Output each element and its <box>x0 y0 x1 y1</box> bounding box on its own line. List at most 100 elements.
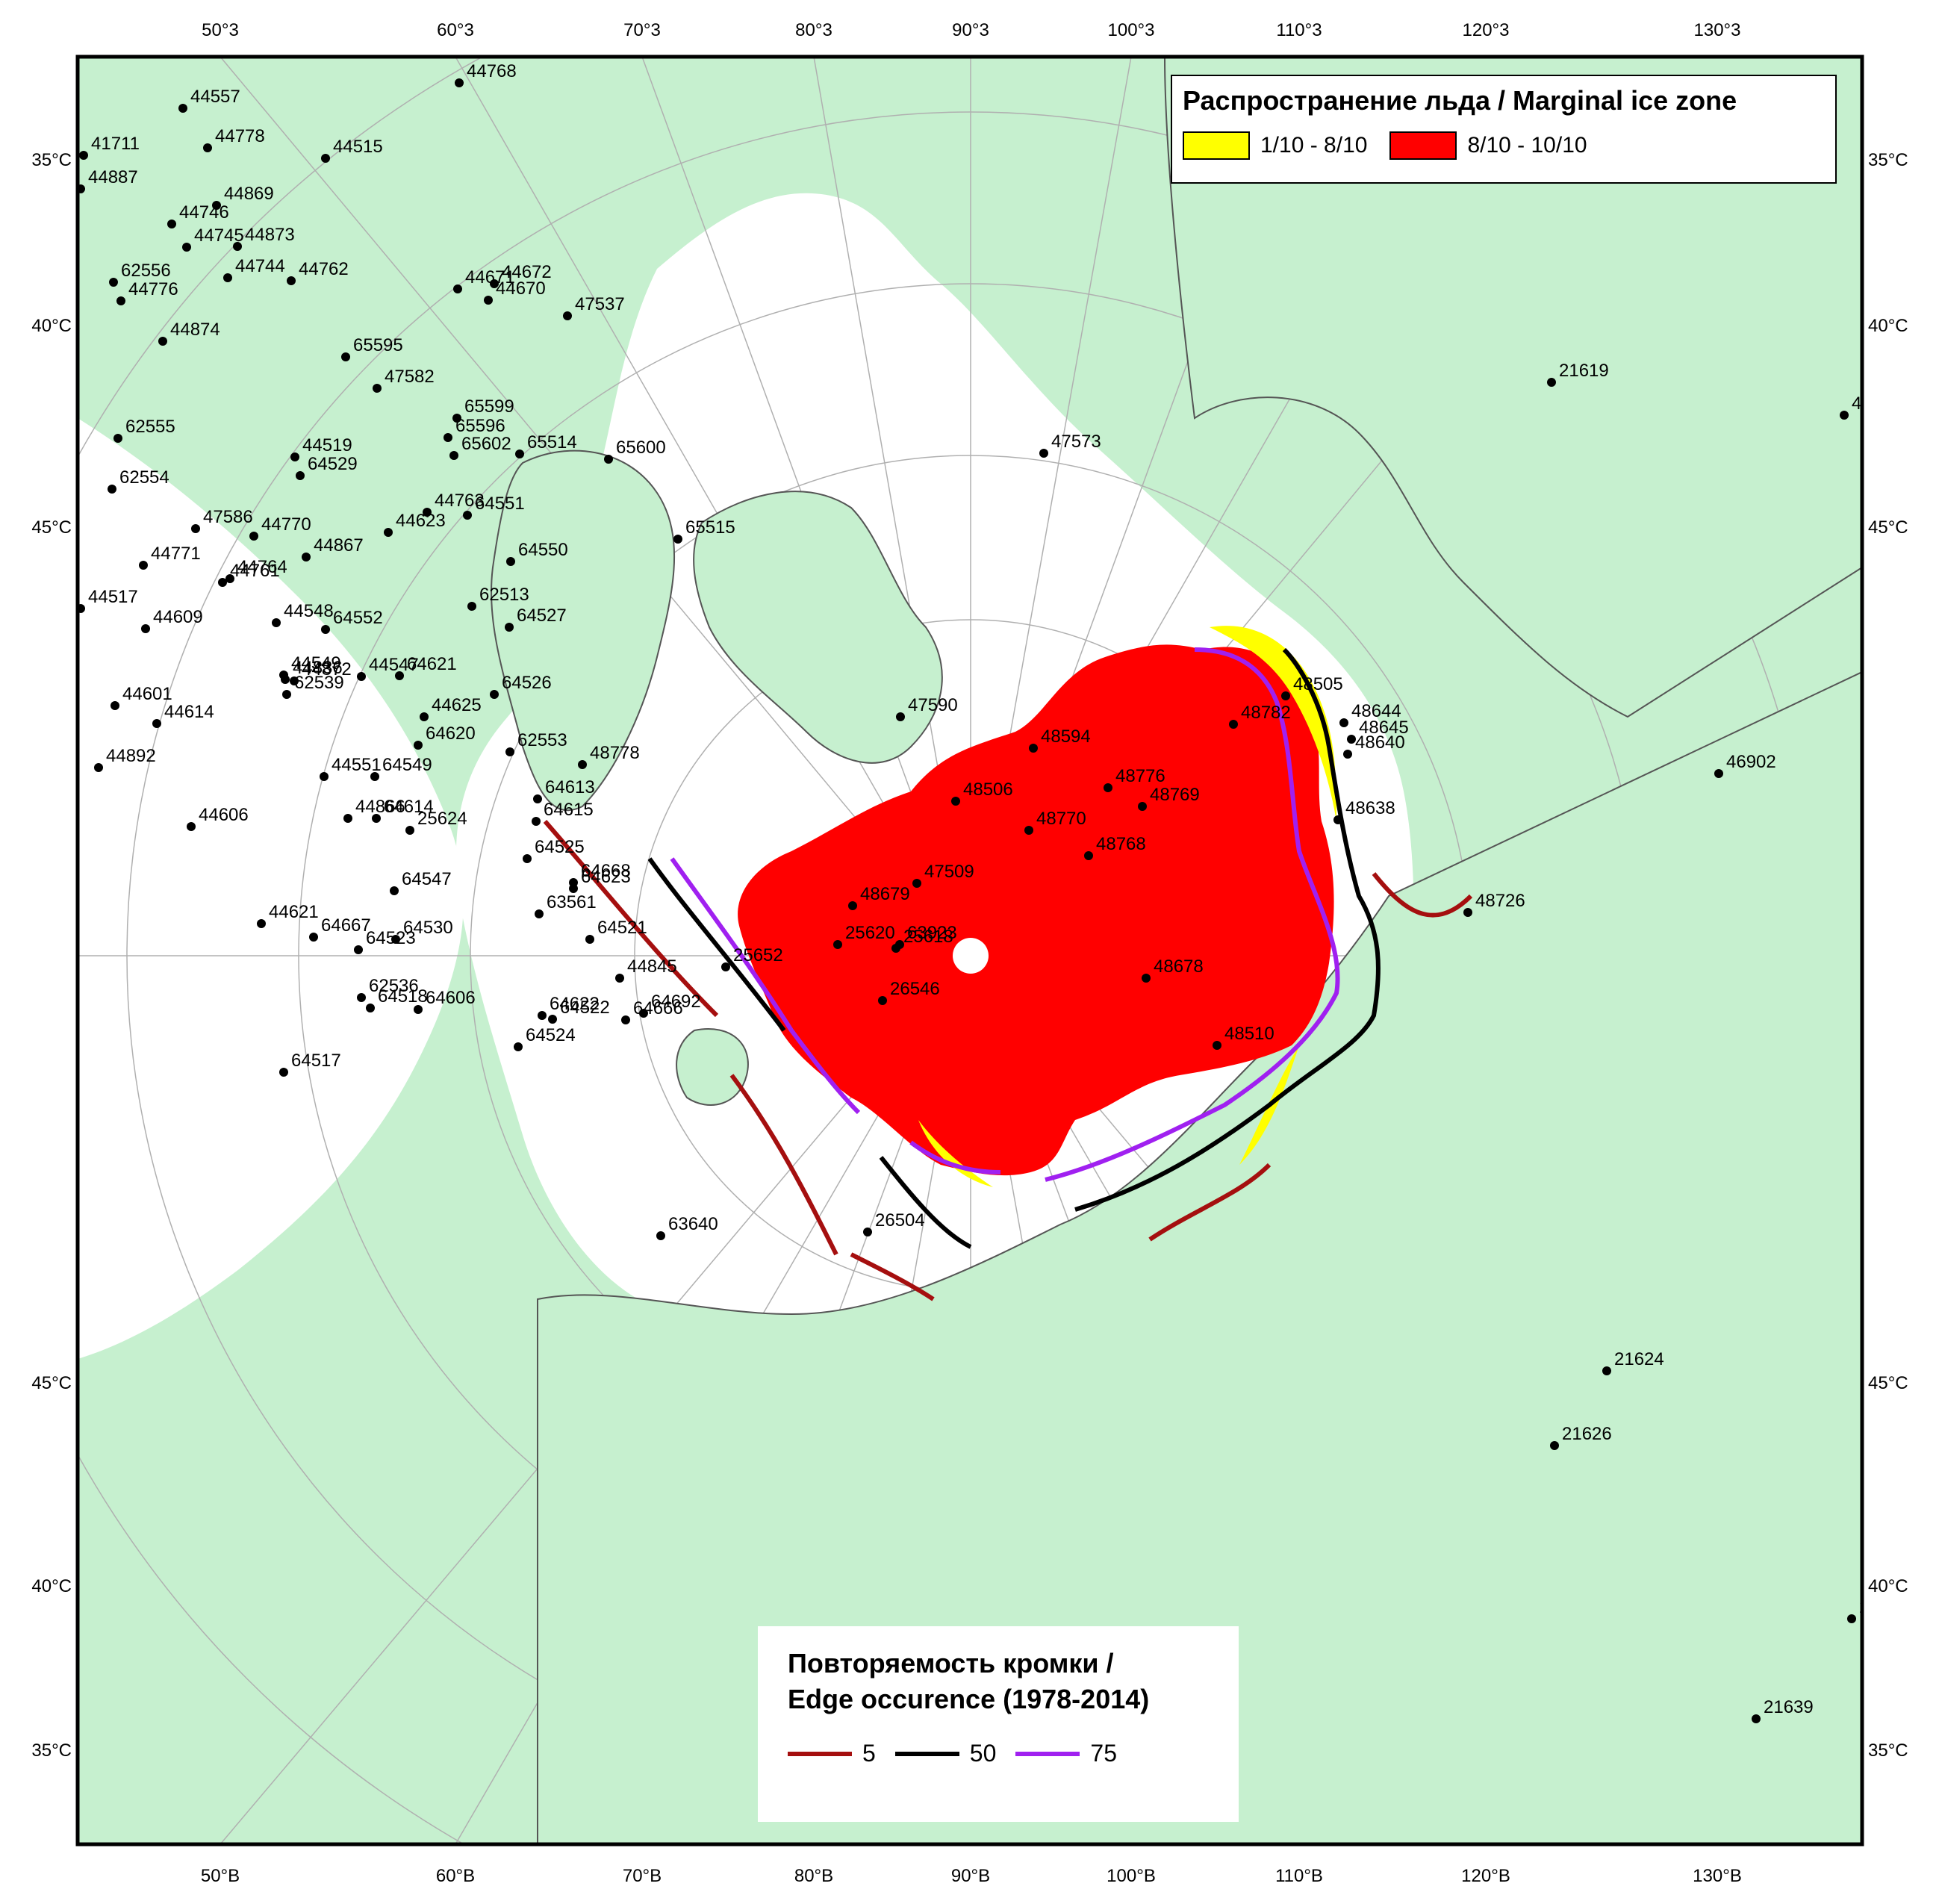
left-axis: 35°C 40°C 45°C 45°C 40°C 35°C <box>31 150 72 1761</box>
left-axis-label: 45°C <box>31 1373 72 1393</box>
station-label: 64613 <box>545 777 595 797</box>
station-label: 48776 <box>1115 766 1165 786</box>
station-label: 44609 <box>153 607 203 627</box>
station-label: 46904 <box>1852 393 1902 414</box>
edge-5-sample <box>788 1751 852 1756</box>
station-marker <box>191 524 200 533</box>
station-label: 65602 <box>461 434 511 454</box>
station-label: 48726 <box>1475 891 1525 911</box>
station-label: 46902 <box>1726 752 1776 772</box>
station-marker <box>585 935 594 944</box>
station-marker <box>113 434 122 443</box>
station-label: 48768 <box>1096 834 1146 854</box>
station-marker <box>1602 1366 1611 1375</box>
station-label: 26504 <box>875 1210 925 1231</box>
station-marker <box>656 1231 665 1240</box>
right-axis-label: 45°C <box>1868 517 1908 538</box>
station-label: 44778 <box>215 126 265 146</box>
station-label: 44744 <box>235 256 285 276</box>
top-axis-label: 110°3 <box>1276 20 1322 40</box>
station-marker <box>343 814 352 823</box>
station-label: 25618 <box>903 927 953 947</box>
station-marker <box>108 485 116 494</box>
station-marker <box>405 826 414 835</box>
station-label: 64525 <box>535 837 585 857</box>
station-label: 44764 <box>237 557 287 577</box>
station-marker <box>152 719 161 728</box>
station-marker <box>896 712 905 721</box>
station-marker <box>548 1015 557 1024</box>
station-marker <box>951 797 960 806</box>
station-marker <box>366 1004 375 1012</box>
station-label: 47573 <box>1051 432 1101 452</box>
station-marker <box>1550 1441 1559 1450</box>
station-marker <box>423 508 432 517</box>
bottom-axis-label: 80°B <box>794 1866 833 1886</box>
station-label: 64524 <box>526 1025 576 1045</box>
station-marker <box>1714 769 1723 778</box>
station-marker <box>357 672 366 681</box>
station-marker <box>109 278 118 287</box>
station-label: 63923 <box>907 923 957 943</box>
station-marker <box>384 528 393 537</box>
station-marker <box>414 1005 423 1014</box>
station-marker <box>453 284 462 293</box>
top-axis-label: 130°3 <box>1694 20 1741 40</box>
station-label: 64666 <box>633 998 683 1018</box>
ice-low-concentration <box>918 626 1336 1187</box>
station-marker <box>848 901 857 910</box>
station-marker <box>467 602 476 611</box>
station-marker <box>395 671 404 680</box>
station-marker <box>833 940 842 949</box>
station-marker <box>414 741 423 750</box>
station-label: 62554 <box>119 467 169 488</box>
station-label: 62539 <box>294 673 344 693</box>
station-marker <box>357 993 366 1002</box>
station-marker <box>463 511 472 520</box>
edge-line-50 <box>647 647 1381 1249</box>
left-axis-label: 40°C <box>31 316 72 336</box>
atlantic-open-water <box>78 418 464 1359</box>
station-label: 44872 <box>302 659 352 679</box>
station-marker <box>187 822 196 831</box>
station-label: 21709 <box>1859 1597 1909 1617</box>
station-label: 48678 <box>1154 956 1204 977</box>
bottom-axis-label: 90°B <box>951 1866 990 1886</box>
station-label: 21626 <box>1562 1424 1612 1444</box>
station-label: 62556 <box>121 261 171 281</box>
top-axis-label: 70°3 <box>623 20 661 40</box>
station-label: 44548 <box>284 601 334 621</box>
station-label: 25620 <box>845 923 895 943</box>
station-marker <box>1840 411 1849 420</box>
station-label: 21619 <box>1559 361 1609 381</box>
edge-line-75 <box>670 647 1340 1182</box>
station-label: 64692 <box>651 992 701 1012</box>
station-label: 44762 <box>299 259 349 279</box>
station-label: 41711 <box>91 134 140 154</box>
ice-high-swatch <box>1389 131 1457 160</box>
station-marker <box>79 151 88 160</box>
right-axis: 35°C 40°C 45°C 45°C 40°C 35°C <box>1868 150 1908 1761</box>
station-marker <box>281 675 290 684</box>
ice-legend-title: Распространение льда / Marginal ice zone <box>1183 85 1737 116</box>
station-label: 44761 <box>230 561 280 581</box>
top-axis: 50°3 60°3 70°3 80°3 90°3 100°3 110°3 120… <box>202 20 1740 40</box>
station-label: 44614 <box>164 702 214 722</box>
station-label: 44625 <box>432 695 482 715</box>
station-marker <box>287 276 296 285</box>
left-axis-label: 35°C <box>31 150 72 170</box>
station-label: 64623 <box>581 867 631 887</box>
station-label: 64523 <box>366 928 416 948</box>
station-marker <box>1463 908 1472 917</box>
station-label: 47590 <box>908 695 958 715</box>
station-marker <box>1138 802 1147 811</box>
station-label: 64526 <box>502 673 552 693</box>
station-marker <box>1024 826 1033 835</box>
station-label: 63640 <box>668 1214 718 1234</box>
station-label: 48640 <box>1355 732 1405 753</box>
station-marker <box>1029 744 1038 753</box>
station-marker <box>199 46 208 55</box>
station-label: 64667 <box>321 915 371 936</box>
station-marker <box>158 337 167 346</box>
station-marker <box>1547 378 1556 387</box>
